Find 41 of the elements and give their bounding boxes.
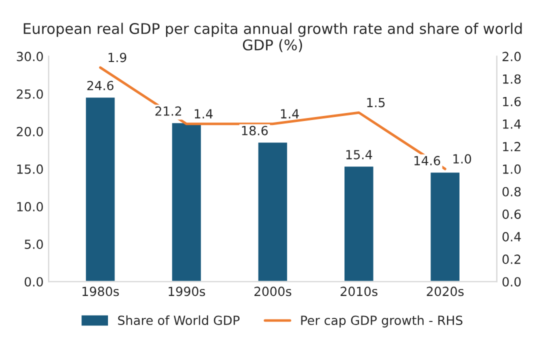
data-label: 18.6 xyxy=(242,126,268,136)
y2-tick-label: 0.0 xyxy=(502,277,521,287)
chart-title: European real GDP per capita annual growth rate and share of world GDP (%) xyxy=(24,22,522,52)
bar xyxy=(170,122,202,282)
x-tick-label: 1990s xyxy=(168,286,206,296)
bar xyxy=(343,165,375,282)
data-label: 24.6 xyxy=(87,80,114,90)
data-label: 1.4 xyxy=(194,109,213,118)
y2-tick-label: 0.4 xyxy=(502,232,521,242)
y2-tick-label: 1.0 xyxy=(503,164,521,174)
y-tick-label: 20.0 xyxy=(16,126,43,136)
data-label: 14.6 xyxy=(414,156,440,166)
bar xyxy=(429,171,461,282)
bar xyxy=(84,96,116,282)
y-tick-label: 5.0 xyxy=(24,240,43,249)
y2-tick-label: 0.2 xyxy=(502,254,520,264)
data-label: 1.0 xyxy=(453,154,472,164)
data-label: 15.4 xyxy=(346,150,372,160)
data-label: 21.2 xyxy=(155,106,182,116)
bar xyxy=(256,141,288,282)
y-tick-label: 25.0 xyxy=(16,89,43,99)
y2-tick-label: 0.6 xyxy=(502,209,521,219)
legend-label: Per cap GDP growth - RHS xyxy=(301,315,462,328)
y2-tick-label: 2.0 xyxy=(502,52,521,62)
y-tick-label: 0.0 xyxy=(24,277,43,287)
legend-label: Share of World GDP xyxy=(118,315,240,326)
y-tick-label: 10.0 xyxy=(17,202,43,212)
x-tick-label: 1980s xyxy=(82,286,119,296)
y2-tick-label: 1.4 xyxy=(503,120,521,129)
y2-tick-label: 0.8 xyxy=(502,186,521,196)
y2-tick-label: 1.8 xyxy=(503,74,521,84)
y2-tick-label: 1.2 xyxy=(503,142,520,152)
y-tick-label: 30.0 xyxy=(16,52,43,62)
data-label: 1.9 xyxy=(108,52,126,62)
data-label: 1.4 xyxy=(281,109,299,118)
x-tick-label: 2000s xyxy=(254,286,292,296)
y-tick-label: 15.0 xyxy=(17,164,43,174)
y2-tick-label: 1.6 xyxy=(503,96,521,106)
x-tick-label: 2010s xyxy=(340,286,378,296)
data-label: 1.5 xyxy=(367,98,385,108)
x-tick-label: 2020s xyxy=(426,286,464,296)
